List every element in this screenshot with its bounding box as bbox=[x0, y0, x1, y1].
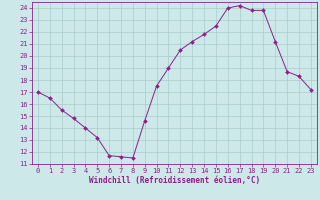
X-axis label: Windchill (Refroidissement éolien,°C): Windchill (Refroidissement éolien,°C) bbox=[89, 176, 260, 185]
